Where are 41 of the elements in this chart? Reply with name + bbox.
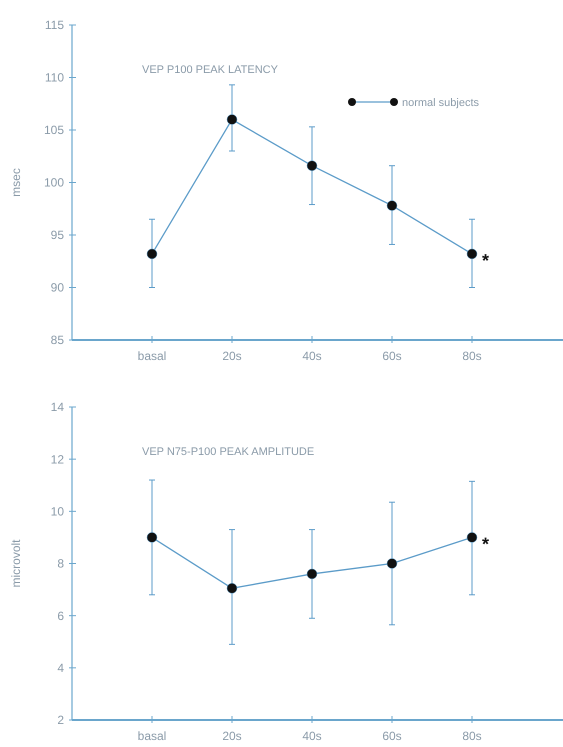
y-tick-label: 115 [44, 18, 64, 32]
text: VEP N75-P100 PEAK AMPLITUDE [142, 446, 314, 458]
x-tick-label: basal [138, 349, 166, 363]
annotation: * [482, 534, 490, 554]
y-tick-label: 95 [50, 228, 64, 242]
y-tick-label: 100 [44, 176, 64, 190]
point [146, 532, 158, 543]
y-tick-label: 6 [57, 608, 64, 623]
x-tick-label: 40s [302, 729, 322, 743]
y-axis-title: microvolt [9, 538, 23, 588]
point [146, 248, 158, 260]
x-tick-label: 20s [222, 349, 242, 363]
y-tick-label: 12 [50, 452, 64, 466]
point [306, 568, 318, 580]
y-tick-label: 105 [44, 123, 64, 138]
y-tick-label: 14 [50, 400, 64, 414]
point [226, 114, 238, 125]
y-tick-label: 110 [44, 70, 64, 85]
x-tick-label: 20s [222, 729, 242, 743]
x-tick-label: 60s [382, 729, 402, 743]
point [386, 558, 398, 569]
x-tick-label: 60s [382, 349, 402, 363]
y-axis-title: msec [9, 168, 23, 197]
y-tick-label: 2 [57, 713, 64, 728]
point [386, 200, 398, 211]
point [466, 532, 478, 543]
y-tick-label: 4 [57, 661, 64, 676]
y-tick-label: 8 [57, 556, 64, 571]
text: VEP P100 PEAK LATENCY [142, 64, 279, 76]
x-tick-label: 40s [302, 349, 322, 363]
point [306, 160, 318, 171]
point [226, 583, 238, 594]
y-tick-label: 10 [50, 504, 64, 519]
annotation: * [482, 250, 490, 270]
y-tick-label: 85 [50, 333, 64, 348]
x-tick-label: 80s [462, 349, 482, 363]
x-tick-label: 80s [462, 729, 482, 743]
y-tick-label: 90 [50, 280, 64, 295]
x-tick-label: basal [138, 729, 166, 743]
point [466, 248, 478, 260]
legend-label: normal subjects [402, 96, 480, 109]
